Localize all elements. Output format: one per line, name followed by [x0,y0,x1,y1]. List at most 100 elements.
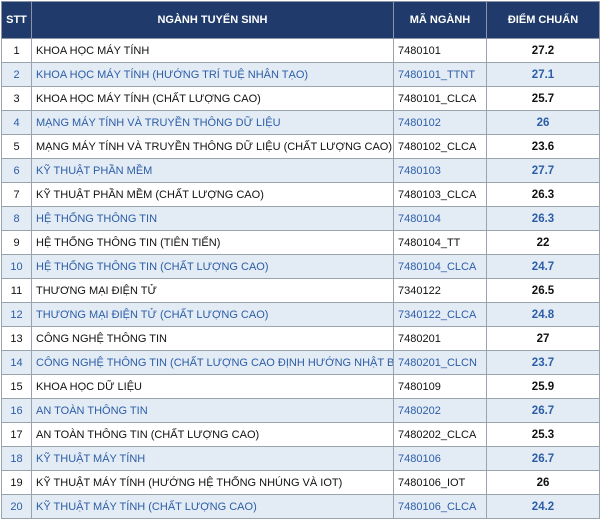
row-number: 20 [1,494,32,519]
program-name: HỆ THỐNG THÔNG TIN [31,206,394,231]
program-name: KHOA HỌC MÁY TÍNH (CHẤT LƯỢNG CAO) [31,86,394,111]
cutoff-score: 27 [486,326,600,351]
program-name: THƯƠNG MẠI ĐIỆN TỬ [31,278,394,303]
cutoff-score: 27.7 [486,158,600,183]
program-name: CÔNG NGHỆ THÔNG TIN (CHẤT LƯỢNG CAO ĐỊNH… [31,350,394,375]
program-name: AN TOÀN THÔNG TIN (CHẤT LƯỢNG CAO) [31,422,394,447]
table-row: 17 AN TOÀN THÔNG TIN (CHẤT LƯỢNG CAO) 7480… [1,422,600,447]
table-row: 1 KHOA HỌC MÁY TÍNH 7480101 27.2 [1,38,600,63]
table-row: 20 KỸ THUẬT MÁY TÍNH (CHẤT LƯỢNG CAO) 7480… [1,494,600,519]
table-row: 16 AN TOÀN THÔNG TIN 7480202 26.7 [1,398,600,423]
program-code: 7480104_TT [393,230,487,255]
program-name: KỸ THUẬT MÁY TÍNH [31,446,394,471]
row-number: 9 [1,230,32,255]
table-row: 9 HỆ THỐNG THÔNG TIN (TIÊN TIẾN) 7480104_T… [1,230,600,255]
program-code: 7480102_CLCA [393,134,487,159]
header-cell: NGÀNH TUYỂN SINH [31,1,394,39]
header-cell: ĐIỂM CHUẨN [486,1,600,39]
row-number: 4 [1,110,32,135]
table-row: 3 KHOA HỌC MÁY TÍNH (CHẤT LƯỢNG CAO) 74801… [1,86,600,111]
cutoff-score: 27.2 [486,38,600,63]
row-number: 11 [1,278,32,303]
table-row: 12 THƯƠNG MẠI ĐIỆN TỬ (CHẤT LƯỢNG CAO) 734… [1,302,600,327]
program-name: KỸ THUẬT PHẦN MỀM [31,158,394,183]
program-code: 7340122_CLCA [393,302,487,327]
program-name: KHOA HỌC DỮ LIỆU [31,374,394,399]
cutoff-score: 25.7 [486,86,600,111]
row-number: 3 [1,86,32,111]
table-row: 11 THƯƠNG MẠI ĐIỆN TỬ 7340122 26.5 [1,278,600,303]
row-number: 19 [1,470,32,495]
table-row: 14 CÔNG NGHỆ THÔNG TIN (CHẤT LƯỢNG CAO ĐỊ… [1,350,600,375]
row-number: 7 [1,182,32,207]
row-number: 1 [1,38,32,63]
table-row: 13 CÔNG NGHỆ THÔNG TIN 7480201 27 [1,326,600,351]
cutoff-score: 26.5 [486,278,600,303]
program-code: 7480103_CLCA [393,182,487,207]
cutoff-score: 24.7 [486,254,600,279]
program-name: HỆ THỐNG THÔNG TIN (CHẤT LƯỢNG CAO) [31,254,394,279]
program-name: MẠNG MÁY TÍNH VÀ TRUYỀN THÔNG DỮ LIỆU [31,110,394,135]
cutoff-score: 25.9 [486,374,600,399]
program-code: 7480104_CLCA [393,254,487,279]
program-code: 7480106_IOT [393,470,487,495]
table-row: 18 KỸ THUẬT MÁY TÍNH 7480106 26.7 [1,446,600,471]
program-name: KỸ THUẬT MÁY TÍNH (HƯỚNG HỆ THỐNG NHÚNG … [31,470,394,495]
cutoff-score: 24.2 [486,494,600,519]
row-number: 10 [1,254,32,279]
program-name: AN TOÀN THÔNG TIN [31,398,394,423]
cutoff-score: 23.7 [486,350,600,375]
table-row: 8 HỆ THỐNG THÔNG TIN 7480104 26.3 [1,206,600,231]
program-name: THƯƠNG MẠI ĐIỆN TỬ (CHẤT LƯỢNG CAO) [31,302,394,327]
cutoff-score: 22 [486,230,600,255]
header-cell: STT [1,1,32,39]
row-number: 16 [1,398,32,423]
table-row: 2 KHOA HỌC MÁY TÍNH (HƯỚNG TRÍ TUỆ NHÂN T… [1,62,600,87]
cutoff-score: 24.8 [486,302,600,327]
cutoff-score: 26.3 [486,182,600,207]
row-number: 18 [1,446,32,471]
row-number: 15 [1,374,32,399]
table-row: 6 KỸ THUẬT PHẦN MỀM 7480103 27.7 [1,158,600,183]
program-code: 7480201_CLCN [393,350,487,375]
program-name: HỆ THỐNG THÔNG TIN (TIÊN TIẾN) [31,230,394,255]
header-row: STT NGÀNH TUYỂN SINH MÃ NGÀNH ĐIỂM CHUẨN [1,1,600,39]
row-number: 12 [1,302,32,327]
cutoff-score: 26 [486,470,600,495]
program-name: CÔNG NGHỆ THÔNG TIN [31,326,394,351]
program-name: KHOA HỌC MÁY TÍNH (HƯỚNG TRÍ TUỆ NHÂN TẠ… [31,62,394,87]
cutoff-score: 26.7 [486,398,600,423]
program-code: 7480101_CLCA [393,86,487,111]
row-number: 14 [1,350,32,375]
header-cell: MÃ NGÀNH [393,1,487,39]
program-code: 7480201 [393,326,487,351]
program-code: 7480106 [393,446,487,471]
row-number: 13 [1,326,32,351]
program-code: 7480202_CLCA [393,422,487,447]
program-code: 7480101_TTNT [393,62,487,87]
cutoff-score: 26.7 [486,446,600,471]
row-number: 6 [1,158,32,183]
program-code: 7340122 [393,278,487,303]
cutoff-score: 26.3 [486,206,600,231]
table-row: 5 MẠNG MÁY TÍNH VÀ TRUYỀN THÔNG DỮ LIỆU (… [1,134,600,159]
row-number: 5 [1,134,32,159]
program-code: 7480106_CLCA [393,494,487,519]
program-name: KỸ THUẬT MÁY TÍNH (CHẤT LƯỢNG CAO) [31,494,394,519]
program-code: 7480101 [393,38,487,63]
table-row: 4 MẠNG MÁY TÍNH VÀ TRUYỀN THÔNG DỮ LIỆU 74… [1,110,600,135]
program-name: MẠNG MÁY TÍNH VÀ TRUYỀN THÔNG DỮ LIỆU (C… [31,134,394,159]
program-name: KỸ THUẬT PHẦN MỀM (CHẤT LƯỢNG CAO) [31,182,394,207]
table-row: 19 KỸ THUẬT MÁY TÍNH (HƯỚNG HỆ THỐNG NHÚN… [1,470,600,495]
row-number: 17 [1,422,32,447]
row-number: 2 [1,62,32,87]
program-code: 7480102 [393,110,487,135]
cutoff-score: 26 [486,110,600,135]
row-number: 8 [1,206,32,231]
program-code: 7480109 [393,374,487,399]
cutoff-score: 27.1 [486,62,600,87]
program-name: KHOA HỌC MÁY TÍNH [31,38,394,63]
program-code: 7480103 [393,158,487,183]
